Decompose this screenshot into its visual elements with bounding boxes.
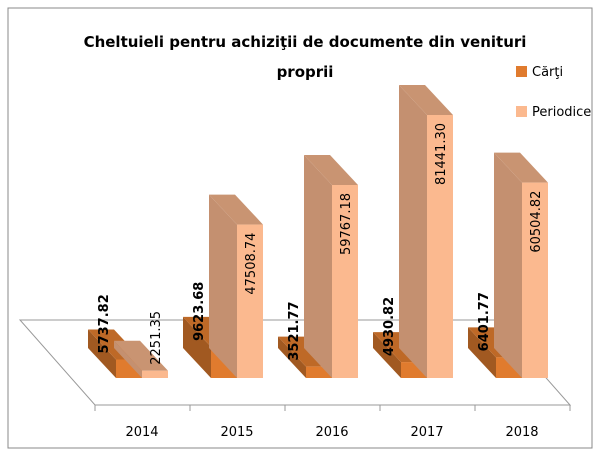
- bar-side: [278, 336, 306, 378]
- bar-side: [494, 152, 522, 378]
- x-tick-label: 2018: [505, 425, 538, 440]
- x-tick-label: 2017: [410, 425, 443, 440]
- data-label: 3521.77: [287, 301, 302, 360]
- bar-side: [399, 85, 427, 378]
- bar: [399, 85, 453, 378]
- x-tick-label: 2016: [315, 425, 348, 440]
- bar-front: [306, 366, 332, 378]
- bar-front: [332, 184, 358, 378]
- data-label: 81441.30: [434, 123, 449, 185]
- legend-swatch: [516, 106, 527, 117]
- bar: [304, 154, 358, 378]
- bar-side: [209, 194, 237, 378]
- x-tick-label: 2015: [220, 425, 253, 440]
- legend-swatch: [516, 66, 527, 77]
- data-label: 9623.68: [192, 282, 207, 341]
- bar-side: [468, 327, 496, 378]
- bar-top: [209, 194, 263, 225]
- bar: [209, 194, 263, 378]
- bar-top: [114, 340, 168, 371]
- bar: [114, 340, 168, 378]
- bar-top: [304, 154, 358, 185]
- data-label: 4930.82: [382, 297, 397, 356]
- bar-front: [522, 182, 548, 378]
- bar-top: [494, 152, 548, 183]
- bar-front: [237, 224, 263, 378]
- data-label: 2251.35: [149, 311, 164, 365]
- bar-side: [373, 332, 401, 378]
- bar-side: [114, 340, 142, 378]
- bar-side: [304, 154, 332, 378]
- x-tick-label: 2014: [125, 425, 158, 440]
- bar-side: [88, 329, 116, 378]
- bar: [494, 152, 548, 378]
- data-label: 5737.82: [97, 294, 112, 353]
- bar-front: [142, 370, 168, 378]
- bar-front: [427, 115, 453, 378]
- data-label: 59767.18: [339, 193, 354, 255]
- data-label: 60504.82: [529, 191, 544, 253]
- legend-label: Periodice: [532, 105, 591, 120]
- chart-title: Cheltuieli pentru achiziţii de documente…: [84, 33, 527, 81]
- data-label: 47508.74: [244, 233, 259, 295]
- bar-top: [399, 85, 453, 115]
- legend-label: Cărţi: [532, 65, 563, 80]
- bar-side: [183, 316, 211, 378]
- data-label: 6401.77: [477, 292, 492, 351]
